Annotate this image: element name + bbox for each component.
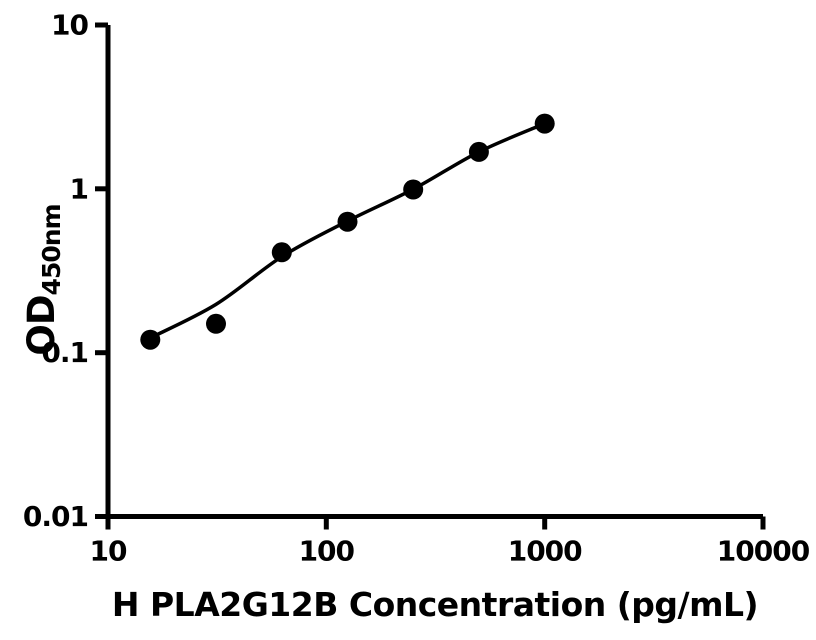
y-tick-label: 0.1 xyxy=(41,336,88,369)
data-point xyxy=(206,313,226,334)
y-axis-label-main: OD xyxy=(20,295,63,356)
data-point xyxy=(534,113,555,134)
x-tick-label: 10 xyxy=(90,535,127,568)
data-point xyxy=(403,179,424,200)
y-axis-label-subscript: 450nm xyxy=(37,204,66,296)
data-point xyxy=(468,141,489,162)
x-tick-label: 1000 xyxy=(508,535,582,568)
data-point xyxy=(337,211,358,232)
y-tick-label: 0.01 xyxy=(23,500,88,533)
x-axis-label: H PLA2G12B Concentration (pg/mL) xyxy=(111,585,759,624)
y-tick-label: 1 xyxy=(70,172,88,205)
y-axis-label: OD450nm xyxy=(20,204,66,355)
x-tick-label: 100 xyxy=(299,535,355,568)
y-tick-label: 10 xyxy=(51,9,88,42)
data-point xyxy=(271,242,292,263)
x-tick-label: 10000 xyxy=(717,535,810,568)
data-point xyxy=(140,329,161,350)
